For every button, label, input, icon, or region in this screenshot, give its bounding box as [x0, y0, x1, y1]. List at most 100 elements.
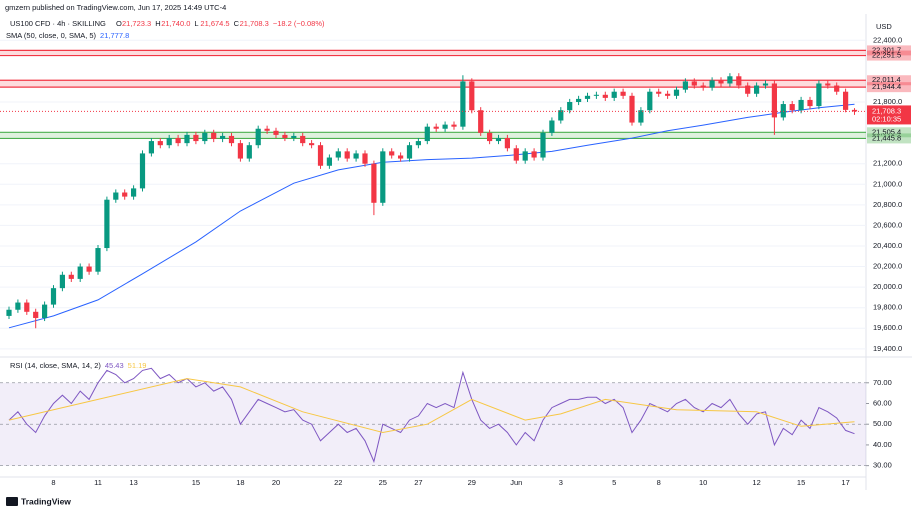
candle-body — [665, 93, 671, 96]
candle-body — [309, 143, 315, 146]
candle-body — [148, 141, 154, 154]
countdown: 02:10:35 — [872, 114, 901, 123]
quote-value: 21,708.3 — [240, 19, 269, 28]
y-tick-label: 21,200.0 — [873, 159, 902, 168]
candle-body — [291, 135, 297, 138]
candle-body — [326, 157, 332, 166]
x-tick-label: 10 — [699, 478, 707, 487]
x-tick-label: 8 — [657, 478, 661, 487]
candle-body — [487, 132, 493, 142]
candle-body — [754, 85, 760, 94]
candle-body — [317, 145, 324, 166]
y-tick-label: 19,400.0 — [873, 344, 902, 353]
candle-body — [131, 188, 137, 197]
y-tick-label: 19,800.0 — [873, 303, 902, 312]
candle-body — [593, 94, 599, 96]
price-label-box — [867, 133, 911, 144]
last-price-label: 21,708.3 — [872, 106, 901, 115]
candle-body — [237, 143, 243, 159]
candle-body — [398, 155, 404, 159]
candle-body — [139, 153, 146, 189]
candle-body — [469, 81, 475, 111]
symbol: US100 CFD · 4h · SKILLING — [10, 19, 106, 28]
price-label: 22,011.4 — [872, 75, 901, 84]
y-tick-label: 20,600.0 — [873, 220, 902, 229]
candle-body — [389, 151, 395, 156]
candle-body — [825, 83, 831, 86]
quote-change: −18.2 (−0.08%) — [273, 19, 325, 28]
price-label-box — [867, 82, 911, 93]
candle-body — [745, 85, 751, 94]
candle-body — [549, 120, 555, 133]
rsi-value: 45.43 — [105, 361, 124, 370]
candle-body — [629, 95, 635, 123]
sma-value: 21,777.8 — [100, 31, 129, 40]
candle-body — [602, 94, 608, 98]
rsi-legend: RSI (14, close, SMA, 14, 2) — [10, 361, 101, 370]
candle-body — [406, 145, 413, 159]
zone — [0, 50, 866, 56]
x-tick-label: 15 — [192, 478, 200, 487]
candle-body — [638, 110, 644, 123]
candle-body — [727, 76, 733, 84]
quote-value: 21,723.3 — [122, 19, 151, 28]
candle-body — [157, 141, 163, 146]
candle-body — [371, 163, 377, 203]
candle-body — [273, 130, 279, 135]
candle-body — [59, 274, 65, 289]
x-tick-label: 17 — [841, 478, 849, 487]
candle-body — [807, 99, 813, 107]
candle-body — [300, 135, 306, 144]
candle-body — [175, 137, 181, 144]
candle-body — [353, 153, 359, 159]
candle-body — [246, 145, 252, 159]
rsi-tick-label: 60.00 — [873, 398, 892, 407]
candle-body — [86, 266, 92, 272]
footer: TradingView — [21, 496, 71, 506]
candle-body — [433, 126, 439, 129]
candle-body — [24, 302, 30, 312]
x-tick-label: 13 — [129, 478, 137, 487]
candle-body — [834, 85, 840, 92]
candle-body — [77, 266, 83, 279]
quote-key: O — [116, 19, 122, 28]
y-tick-label: 20,800.0 — [873, 200, 902, 209]
quote-value: 21,740.0 — [161, 19, 190, 28]
price-label-box — [867, 50, 911, 61]
candle-body — [362, 153, 368, 164]
price-label: 21,445.8 — [872, 133, 901, 142]
x-tick-label: 3 — [559, 478, 563, 487]
candle-body — [718, 80, 724, 84]
candle-body — [780, 104, 786, 118]
x-tick-label: 5 — [612, 478, 616, 487]
price-label: 22,301.7 — [872, 45, 901, 54]
quote-key: L — [194, 19, 198, 28]
x-tick-label: 8 — [51, 478, 55, 487]
x-tick-label: 15 — [797, 478, 805, 487]
candle-body — [513, 148, 519, 161]
candle-body — [335, 151, 341, 158]
candle-body — [460, 81, 466, 127]
candle-body — [576, 98, 582, 102]
price-label: 21,505.4 — [872, 127, 901, 136]
candle-body — [495, 137, 502, 142]
x-tick-label: 25 — [379, 478, 387, 487]
x-tick-label: 12 — [752, 478, 760, 487]
candle-body — [193, 134, 199, 142]
candle-body — [567, 101, 573, 111]
candle-body — [709, 80, 715, 88]
candle-body — [220, 135, 226, 140]
zone — [0, 80, 866, 88]
candle-body — [522, 151, 528, 161]
candle-body — [264, 128, 270, 131]
rsi-tick-label: 40.00 — [873, 440, 892, 449]
price-label-box — [867, 127, 911, 138]
candle-body — [442, 124, 448, 129]
candle-body — [771, 83, 777, 118]
candle-body — [647, 91, 653, 111]
candle-body — [113, 192, 119, 200]
candle-body — [843, 91, 849, 110]
candle-body — [531, 151, 537, 158]
candle-body — [611, 91, 617, 98]
